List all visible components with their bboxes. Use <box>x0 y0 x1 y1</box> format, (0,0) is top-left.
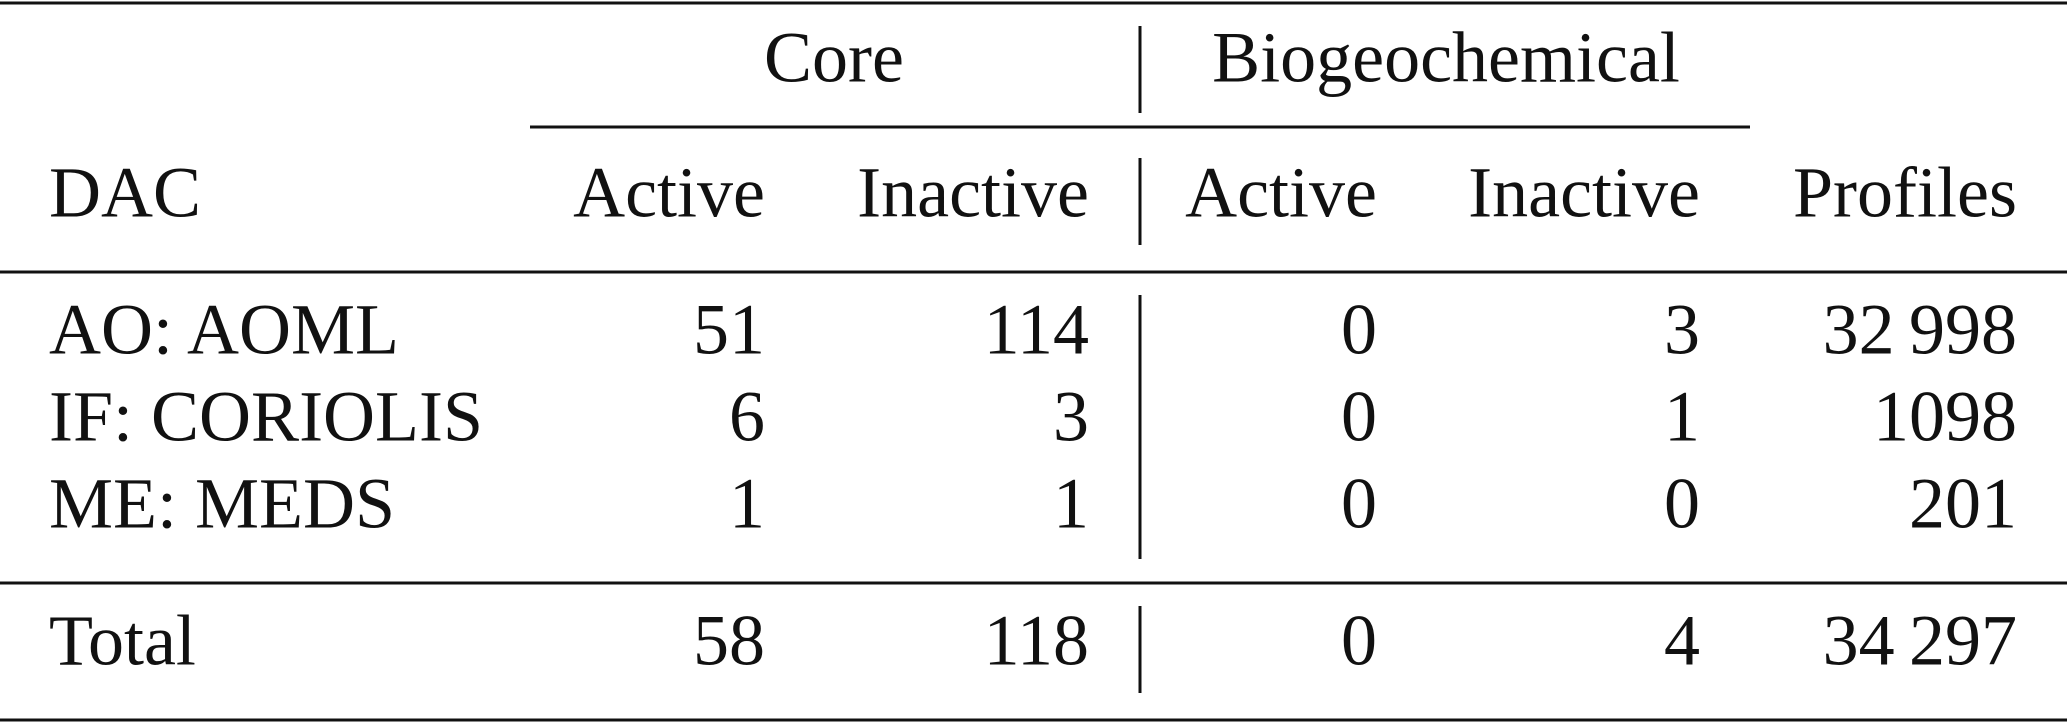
column-header: Active <box>573 153 765 233</box>
group-header: Core <box>764 18 904 98</box>
total-label: Total <box>49 601 196 681</box>
cell: 1098 <box>1873 377 2017 457</box>
cell: 201 <box>1909 464 2017 544</box>
cell: 114 <box>984 290 1089 370</box>
cell: 3 <box>1053 377 1089 457</box>
cell: 51 <box>693 290 765 370</box>
cell: 0 <box>1341 377 1377 457</box>
cell: 0 <box>1341 464 1377 544</box>
total-cell: 4 <box>1664 601 1700 681</box>
row-label: IF: CORIOLIS <box>49 377 483 457</box>
column-header: DAC <box>49 153 201 233</box>
cell: 0 <box>1341 290 1377 370</box>
cell: 6 <box>729 377 765 457</box>
total-cell: 118 <box>984 601 1089 681</box>
column-header: Inactive <box>857 153 1089 233</box>
column-header: Inactive <box>1468 153 1700 233</box>
row-label: AO: AOML <box>49 290 399 370</box>
total-cell: 58 <box>693 601 765 681</box>
row-label: ME: MEDS <box>49 464 395 544</box>
cell: 1 <box>1664 377 1700 457</box>
column-header: Profiles <box>1793 153 2017 233</box>
total-cell: 34 297 <box>1823 601 2017 681</box>
cell: 0 <box>1664 464 1700 544</box>
cell: 1 <box>729 464 765 544</box>
group-header: Biogeochemical <box>1212 18 1680 98</box>
cell: 3 <box>1664 290 1700 370</box>
column-header: Active <box>1185 153 1377 233</box>
cell: 32 998 <box>1823 290 2017 370</box>
total-cell: 0 <box>1341 601 1377 681</box>
cell: 1 <box>1053 464 1089 544</box>
